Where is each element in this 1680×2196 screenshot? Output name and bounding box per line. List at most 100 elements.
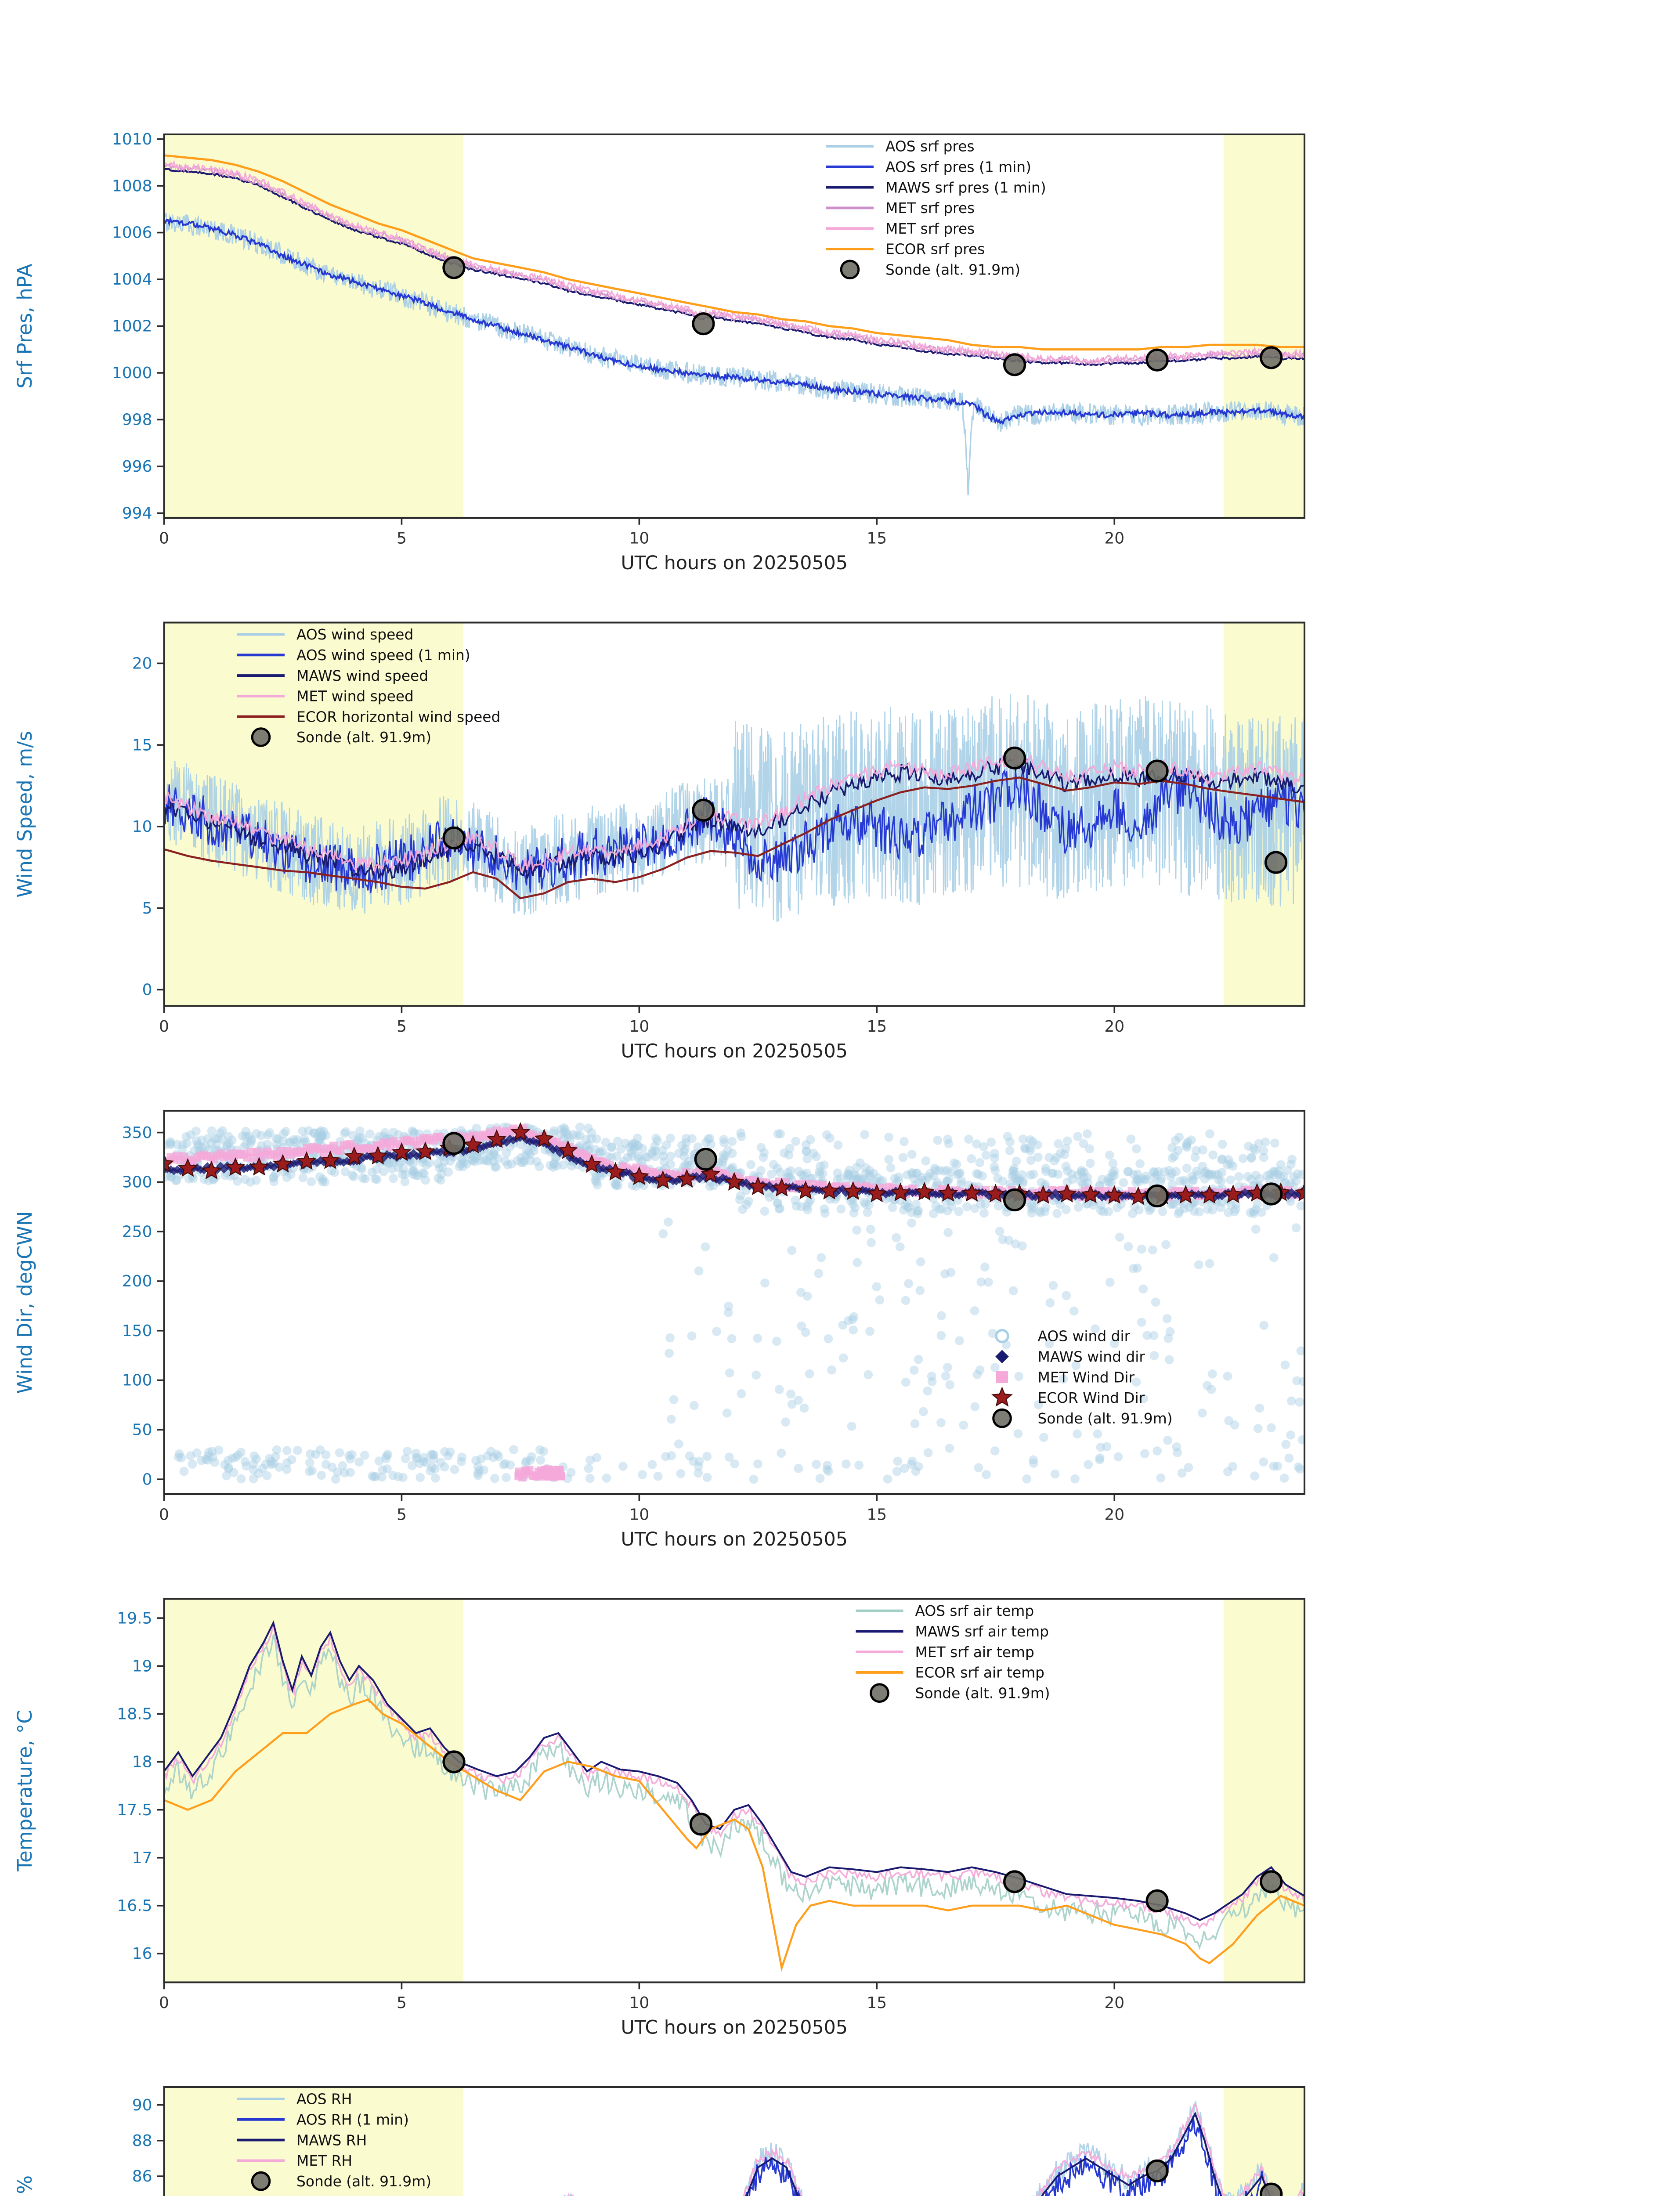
series-group [164, 154, 1304, 495]
scatter-point [804, 1198, 813, 1207]
scatter-point [643, 1152, 652, 1162]
scatter-point [1142, 1171, 1151, 1181]
scatter-point [321, 1459, 331, 1469]
scatter-point [421, 1175, 430, 1185]
scatter-point [1194, 1260, 1203, 1270]
scatter-point [1167, 1180, 1177, 1189]
scatter-point [591, 1145, 600, 1154]
x-tick-label: 20 [1104, 1994, 1124, 2012]
sonde-marker [1145, 348, 1169, 372]
scatter-point [408, 1159, 418, 1168]
legend: AOS RH AOS RH (1 min) MAWS RH MET RH Sonde (… [237, 2091, 431, 2191]
scatter-point [627, 1139, 637, 1149]
scatter-point [335, 1448, 344, 1458]
scatter-point [527, 1452, 536, 1462]
scatter-point [806, 1135, 815, 1144]
scatter-point [443, 1451, 453, 1461]
sonde-marker [692, 312, 715, 336]
scatter-point [252, 1454, 261, 1464]
y-tick-label: 5 [142, 899, 152, 917]
scatter-point [815, 1474, 825, 1483]
scatter-point [1107, 1172, 1117, 1181]
scatter-point [848, 1315, 857, 1324]
scatter-point [1104, 1207, 1113, 1217]
scatter-point [1008, 1286, 1018, 1296]
scatter-point [388, 1470, 397, 1480]
scatter-point [1134, 1177, 1144, 1186]
plot-frame [163, 1109, 1306, 1495]
scatter-point [1286, 1396, 1296, 1406]
star-marker [1080, 1185, 1101, 1203]
series-met-wind-speed [164, 751, 1304, 874]
scatter-point [802, 1168, 811, 1178]
scatter-point [742, 1200, 751, 1210]
scatter-point [923, 1172, 933, 1182]
scatter-point [773, 1129, 783, 1139]
scatter-point [592, 1453, 601, 1463]
scatter-point [587, 1134, 596, 1143]
scatter-point [1083, 1129, 1092, 1138]
scatter-point [1208, 1150, 1218, 1159]
scatter-point [847, 1421, 856, 1431]
chart-panel-wind-speed: 0 5 10 15 20 0 5 10 15 20 UTC hours on 20250505 Win… [13, 621, 1306, 1062]
scatter-point [822, 1130, 831, 1140]
star-marker [677, 1169, 697, 1188]
y-tick-label: 300 [122, 1174, 152, 1192]
scatter-point [702, 1452, 712, 1461]
scatter-point [1163, 1435, 1172, 1445]
scatter-point [783, 1168, 793, 1177]
scatter-point [1054, 1139, 1063, 1149]
scatter-point [1217, 1168, 1227, 1177]
scatter-point [1172, 1442, 1181, 1452]
scatter-point [746, 1160, 755, 1169]
scatter-point [1044, 1153, 1054, 1162]
scatter-point [919, 1407, 928, 1416]
scatter-point [1194, 1207, 1204, 1217]
scatter-point [502, 1149, 511, 1158]
scatter-point [1008, 1171, 1017, 1181]
scatter-point [166, 1172, 176, 1182]
scatter-point [321, 1450, 331, 1459]
y-tick-label: 150 [122, 1322, 152, 1340]
scatter-point [1291, 1176, 1301, 1186]
scatter-point [1230, 1420, 1239, 1430]
scatter-point [931, 1201, 941, 1210]
scatter-point [201, 1142, 210, 1151]
scatter-point [1273, 1461, 1283, 1471]
scatter-point [524, 1147, 534, 1157]
scatter-point [687, 1331, 697, 1341]
scatter-point [888, 1203, 897, 1212]
scatter-point [1104, 1174, 1113, 1183]
scatter-point [490, 1162, 500, 1172]
scatter-point [1151, 1297, 1160, 1307]
star-marker [962, 1183, 982, 1202]
scatter-point [1083, 1178, 1093, 1188]
scatter-point [616, 1145, 625, 1154]
scatter-point [1198, 1145, 1208, 1155]
sonde-marker [1003, 1188, 1026, 1212]
scatter-point [273, 1134, 283, 1144]
scatter-point [775, 1385, 784, 1394]
scatter-point [943, 1134, 953, 1144]
scatter-point [812, 1459, 821, 1469]
scatter-point [943, 1177, 952, 1186]
scatter-point [1142, 1174, 1151, 1184]
scatter-point [955, 1168, 965, 1178]
scatter-point [490, 1474, 499, 1483]
scatter-point [842, 1459, 851, 1469]
scatter-point [251, 1176, 261, 1185]
scatter-point [854, 1174, 864, 1183]
scatter-point [939, 1167, 949, 1176]
scatter-point [1273, 1170, 1283, 1179]
scatter-point [1296, 1346, 1304, 1356]
scatter-point [878, 1176, 887, 1185]
scatter-point [845, 1165, 854, 1175]
scatter-point [1295, 1398, 1304, 1407]
scatter-point [972, 1139, 981, 1149]
scatter-point [1040, 1207, 1050, 1217]
scatter-point [630, 1143, 639, 1152]
scatter-point [271, 1134, 281, 1143]
scatter-point [583, 1123, 593, 1133]
scatter-point [1096, 1442, 1106, 1452]
scatter-point [1200, 1168, 1210, 1177]
